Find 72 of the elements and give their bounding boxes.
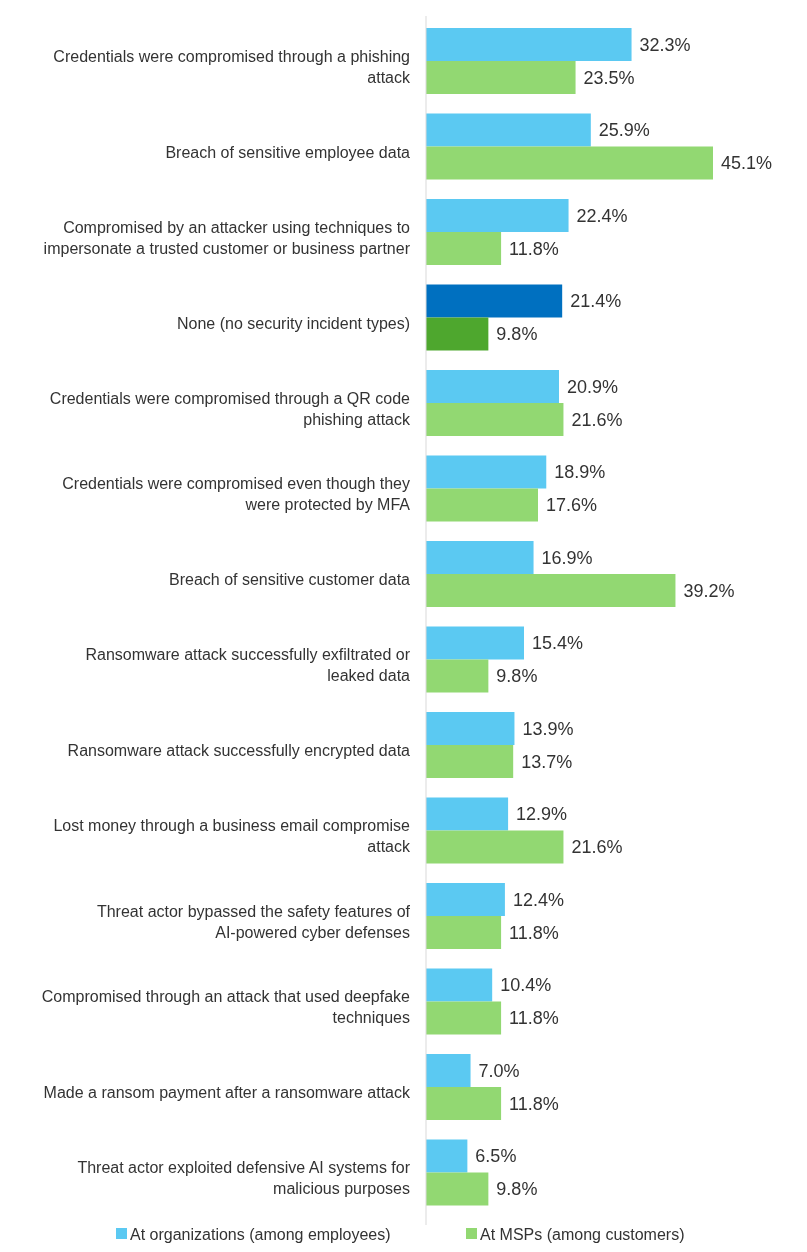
y-tick-label: Breach of sensitive employee data — [165, 143, 411, 161]
bar — [426, 626, 524, 660]
data-label: 39.2% — [683, 580, 735, 601]
y-tick-label: Breach of sensitive customer data — [168, 571, 411, 589]
y-tick-label: Credentials were compromised through a phishing attack — [53, 47, 411, 86]
data-label: 10.4% — [500, 975, 552, 996]
y-tick-label: Made a ransom payment after a ransomware attack — [43, 1084, 411, 1102]
bar — [426, 488, 538, 522]
bar — [426, 883, 505, 916]
bar — [426, 403, 564, 436]
bar — [426, 317, 489, 351]
bar — [426, 1054, 471, 1087]
bar — [426, 370, 559, 403]
y-tick-label: Credentials were compromised even though they were protected by MFA — [62, 475, 411, 514]
bar — [426, 146, 713, 180]
y-tick-label: Threat actor exploited defensive AI systems for malicious purposes — [77, 1159, 411, 1198]
data-label: 21.6% — [571, 837, 623, 858]
bar — [426, 968, 493, 1002]
data-label: 32.3% — [639, 34, 691, 55]
data-label: 22.4% — [576, 205, 628, 226]
bar — [426, 113, 591, 147]
bar — [426, 199, 569, 232]
bar — [426, 1001, 502, 1035]
bar — [426, 61, 576, 94]
bar — [426, 1139, 468, 1173]
y-tick-label: Ransomware attack successfully exfiltrated or leaked data — [85, 646, 411, 685]
legend-label: At MSPs (among customers) — [480, 1225, 685, 1243]
data-label: 12.9% — [516, 804, 568, 825]
y-tick-label: Compromised by an attacker using techniques to impersonate a trusted customer or business partner — [43, 218, 411, 257]
bar — [426, 574, 676, 607]
data-label: 11.8% — [509, 1093, 559, 1114]
bar — [426, 284, 563, 318]
bar — [426, 1087, 502, 1120]
data-label: 7.0% — [478, 1060, 520, 1081]
y-tick-label: Credentials were compromised through a QR code phishing attack — [49, 389, 411, 428]
y-tick-label: None (no security incident types) — [177, 314, 410, 332]
y-tick-label: Threat actor bypassed the safety features of AI-powered cyber defenses — [96, 902, 411, 941]
data-label: 11.8% — [509, 238, 559, 259]
data-label: 13.7% — [521, 751, 573, 772]
data-label: 23.5% — [583, 67, 635, 88]
bar — [426, 541, 534, 574]
data-label: 9.8% — [496, 324, 538, 345]
data-label: 9.8% — [496, 666, 538, 687]
data-label: 12.4% — [512, 889, 564, 910]
bar — [426, 1172, 489, 1206]
data-label: 6.5% — [475, 1146, 517, 1167]
data-label: 13.9% — [522, 718, 574, 739]
bar — [426, 712, 515, 745]
data-label: 21.4% — [570, 291, 622, 312]
data-label: 17.6% — [546, 495, 598, 516]
bar — [426, 232, 502, 265]
data-label: 9.8% — [496, 1179, 538, 1200]
y-tick-label: Compromised through an attack that used deepfake techniques — [41, 988, 411, 1027]
bar — [426, 916, 502, 949]
data-label: 11.8% — [509, 922, 559, 943]
data-label: 21.6% — [571, 409, 623, 430]
bar — [426, 455, 547, 489]
bar — [426, 830, 564, 864]
bar — [426, 659, 489, 693]
data-label: 45.1% — [721, 153, 773, 174]
data-label: 18.9% — [554, 462, 606, 483]
data-label: 16.9% — [541, 547, 593, 568]
y-tick-label: Ransomware attack successfully encrypted data — [67, 742, 411, 760]
bar — [426, 797, 509, 831]
bar — [426, 28, 632, 61]
y-tick-label: Lost money through a business email compromise attack — [53, 817, 411, 856]
data-label: 15.4% — [532, 633, 584, 654]
data-label: 25.9% — [598, 120, 650, 141]
data-label: 11.8% — [509, 1008, 559, 1029]
bar — [426, 745, 514, 778]
legend-label: At organizations (among employees) — [130, 1225, 391, 1243]
data-label: 20.9% — [567, 376, 619, 397]
